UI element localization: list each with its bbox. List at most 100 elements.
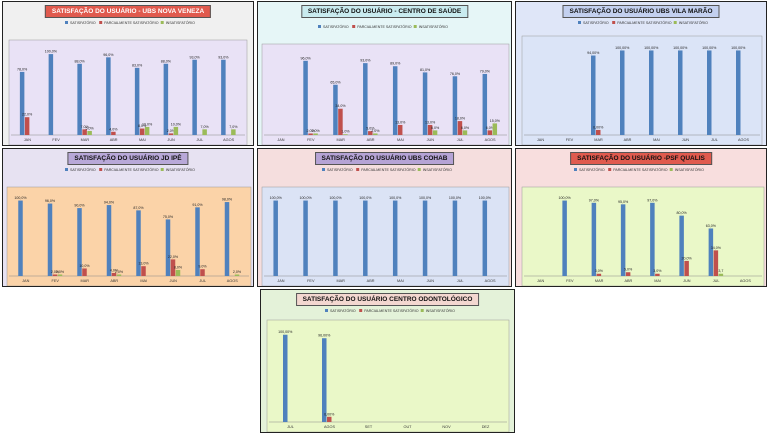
bar bbox=[718, 273, 724, 276]
legend-swatch bbox=[673, 21, 677, 24]
data-label: 22,0% bbox=[22, 113, 33, 117]
data-label: 97,0% bbox=[589, 198, 600, 202]
bar bbox=[303, 200, 308, 276]
data-label: 96,0% bbox=[103, 53, 114, 57]
bar bbox=[168, 133, 174, 135]
x-tick-label: MAI bbox=[397, 279, 404, 283]
legend-entry: SATISFATÓRIO bbox=[70, 20, 96, 25]
data-label: 3,7 bbox=[718, 269, 723, 273]
data-label: 88,0% bbox=[161, 59, 172, 63]
bar bbox=[432, 130, 438, 135]
data-label: 93,0% bbox=[360, 59, 371, 63]
bar bbox=[482, 73, 488, 135]
x-tick-label: JUL bbox=[711, 138, 718, 142]
bar bbox=[82, 268, 87, 276]
bar bbox=[591, 55, 596, 136]
legend-entry: PARCIALMENTE SATISFATÓRIO bbox=[104, 167, 159, 172]
x-tick-label: ABR bbox=[624, 279, 632, 283]
panel-centro-de-saude: SATISFAÇÃO DO USUÁRIO - CENTRO DE SAÚDE … bbox=[257, 1, 512, 146]
bar bbox=[106, 205, 112, 276]
data-label: 81,0% bbox=[420, 68, 431, 72]
panel-ubs-cohab: SATISFAÇÃO DO USUÁRIO UBS COHAB SATISFAT… bbox=[257, 148, 512, 287]
bar bbox=[175, 269, 181, 276]
bar-chart-centro-odontologico: SATISFATÓRIO PARCIALMENTE SATISFATÓRIO INS… bbox=[266, 308, 510, 432]
x-tick-label: JUL bbox=[457, 279, 464, 283]
bar bbox=[678, 50, 683, 135]
panel-centro-odontologico: SATISFAÇÃO DO USUÁRIO CENTRO ODONTOLÓGIC… bbox=[260, 289, 515, 433]
legend-entry: PARCIALMENTE SATISFATÓRIO bbox=[361, 167, 416, 172]
x-tick-label: JUN bbox=[427, 138, 435, 142]
data-label: 10,0% bbox=[142, 122, 153, 126]
data-label: 13,0% bbox=[138, 262, 149, 266]
legend-swatch bbox=[413, 25, 417, 28]
data-label: 100,0% bbox=[389, 196, 402, 200]
bar bbox=[596, 273, 602, 276]
bar bbox=[57, 274, 63, 276]
legend-entry: INSATISFATÓRIO bbox=[166, 167, 195, 172]
bar bbox=[52, 274, 58, 276]
plot-area bbox=[521, 186, 765, 286]
bar bbox=[202, 129, 207, 135]
bar bbox=[736, 50, 741, 135]
x-tick-label: SET bbox=[365, 425, 373, 429]
bar bbox=[200, 269, 205, 276]
bar bbox=[591, 202, 597, 276]
chart-title: SATISFAÇÃO DO USUÁRIO CENTRO ODONTOLÓGIC… bbox=[295, 293, 480, 306]
data-label: 63,0% bbox=[706, 224, 717, 228]
x-tick-label: AGOS bbox=[485, 138, 496, 142]
plot-area bbox=[261, 186, 510, 286]
legend-swatch bbox=[160, 168, 164, 171]
legend-swatch bbox=[612, 21, 616, 24]
x-tick-label: MAR bbox=[336, 138, 345, 142]
data-label: 2,0% bbox=[167, 129, 176, 133]
data-label: 2,0% bbox=[311, 129, 320, 133]
data-label: 100,00% bbox=[644, 46, 659, 50]
data-label: 7,0% bbox=[81, 125, 90, 129]
bar bbox=[18, 200, 23, 276]
bar bbox=[363, 63, 368, 135]
bar bbox=[392, 66, 398, 135]
bar bbox=[308, 133, 313, 135]
data-label: 100,0% bbox=[45, 50, 58, 54]
data-label: 20,0% bbox=[682, 256, 693, 260]
legend-entry: SATISFATÓRIO bbox=[330, 308, 356, 313]
bar bbox=[427, 124, 433, 135]
bar bbox=[163, 63, 169, 135]
bar bbox=[462, 130, 468, 135]
bar-chart-jd-ipe: SATISFATÓRIO PARCIALMENTE SATISFATÓRIO INS… bbox=[6, 167, 252, 286]
bar bbox=[111, 272, 117, 276]
data-label: 2,0% bbox=[51, 270, 60, 274]
data-label: 6,0% bbox=[461, 126, 470, 130]
x-tick-label: JUL bbox=[199, 279, 206, 283]
data-label: 7,0% bbox=[229, 125, 238, 129]
bar bbox=[77, 208, 82, 276]
bar bbox=[684, 260, 689, 276]
bar bbox=[397, 124, 403, 135]
bar bbox=[141, 266, 146, 276]
data-label: 79,0% bbox=[480, 69, 491, 73]
legend-swatch bbox=[318, 25, 321, 28]
bar bbox=[327, 416, 332, 422]
data-label: 4,0% bbox=[110, 268, 119, 272]
data-label: 2,0% bbox=[306, 129, 315, 133]
legend-swatch bbox=[65, 168, 68, 171]
x-tick-label: AGOS bbox=[485, 279, 496, 283]
bar bbox=[144, 126, 150, 135]
legend-entry: PARCIALMENTE SATISFATÓRIO bbox=[104, 20, 159, 25]
legend-swatch bbox=[160, 21, 164, 24]
bar bbox=[231, 129, 236, 135]
x-tick-label: MAI bbox=[140, 279, 147, 283]
data-label: 3,0% bbox=[653, 269, 662, 273]
data-label: 100,0% bbox=[14, 196, 27, 200]
x-tick-label: JUL bbox=[713, 279, 720, 283]
x-tick-label: ABR bbox=[367, 138, 375, 142]
plot-area bbox=[8, 39, 248, 145]
bar bbox=[679, 215, 684, 276]
data-label: 5,0% bbox=[366, 127, 375, 131]
data-label: 95,0% bbox=[618, 200, 629, 204]
x-tick-label: MAR bbox=[594, 138, 603, 142]
data-label: 98,0% bbox=[222, 198, 233, 202]
data-label: 100,0% bbox=[449, 196, 462, 200]
plot-area bbox=[261, 43, 510, 145]
x-tick-label: AGOS bbox=[738, 138, 749, 142]
